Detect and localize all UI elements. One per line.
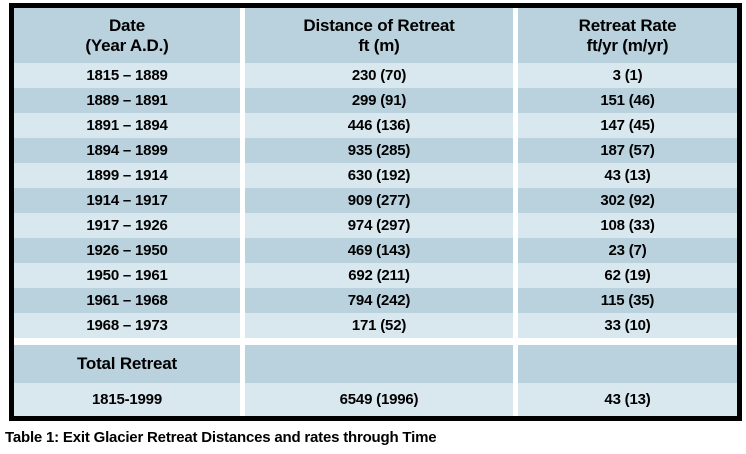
distance-cell: 469 (143) (245, 238, 513, 263)
rate-cell: 62 (19) (518, 263, 737, 288)
date-cell: 1914 – 1917 (14, 188, 240, 213)
table-row: 1894 – 1899 935 (285) 187 (57) (14, 138, 737, 163)
date-cell: 1889 – 1891 (14, 88, 240, 113)
rate-cell: 187 (57) (518, 138, 737, 163)
retreat-table: Date (Year A.D.) Distance of Retreat ft … (9, 3, 742, 421)
distance-cell: 935 (285) (245, 138, 513, 163)
distance-cell: 446 (136) (245, 113, 513, 138)
header-rate: Retreat Rate ft/yr (m/yr) (518, 8, 737, 63)
table-row: 1968 – 1973 171 (52) 33 (10) (14, 313, 737, 338)
date-cell: 1961 – 1968 (14, 288, 240, 313)
table-row: 1815 – 1889 230 (70) 3 (1) (14, 63, 737, 88)
table-row: 1926 – 1950 469 (143) 23 (7) (14, 238, 737, 263)
table-row: 1899 – 1914 630 (192) 43 (13) (14, 163, 737, 188)
date-cell: 1815 – 1889 (14, 63, 240, 88)
table-row: 1961 – 1968 794 (242) 115 (35) (14, 288, 737, 313)
rate-cell: 43 (13) (518, 163, 737, 188)
date-cell: 1917 – 1926 (14, 213, 240, 238)
table-header-row: Date (Year A.D.) Distance of Retreat ft … (14, 8, 737, 63)
header-date-label: Date (108, 15, 146, 35)
total-label-spacer (245, 345, 513, 383)
table-row: 1917 – 1926 974 (297) 108 (33) (14, 213, 737, 238)
header-date: Date (Year A.D.) (14, 8, 240, 63)
table-row: 1891 – 1894 446 (136) 147 (45) (14, 113, 737, 138)
header-rate-label: Retreat Rate (578, 15, 677, 35)
rate-cell: 302 (92) (518, 188, 737, 213)
header-distance-sublabel: ft (m) (358, 35, 400, 55)
rate-cell: 33 (10) (518, 313, 737, 338)
date-cell: 1926 – 1950 (14, 238, 240, 263)
total-label-cell: Total Retreat (14, 345, 240, 383)
header-distance-label: Distance of Retreat (303, 15, 455, 35)
header-rate-sublabel: ft/yr (m/yr) (586, 35, 669, 55)
distance-cell: 974 (297) (245, 213, 513, 238)
header-distance: Distance of Retreat ft (m) (245, 8, 513, 63)
rate-cell: 115 (35) (518, 288, 737, 313)
distance-cell: 794 (242) (245, 288, 513, 313)
distance-cell: 630 (192) (245, 163, 513, 188)
section-divider (14, 338, 737, 345)
date-cell: 1894 – 1899 (14, 138, 240, 163)
header-date-sublabel: (Year A.D.) (85, 35, 169, 55)
distance-cell: 692 (211) (245, 263, 513, 288)
total-label-spacer (518, 345, 737, 383)
table-row: 1950 – 1961 692 (211) 62 (19) (14, 263, 737, 288)
distance-cell: 230 (70) (245, 63, 513, 88)
rate-cell: 147 (45) (518, 113, 737, 138)
total-rate-cell: 43 (13) (518, 383, 737, 416)
table-caption: Table 1: Exit Glacier Retreat Distances … (5, 429, 437, 446)
total-distance-cell: 6549 (1996) (245, 383, 513, 416)
rate-cell: 108 (33) (518, 213, 737, 238)
total-label-row: Total Retreat (14, 345, 737, 383)
date-cell: 1950 – 1961 (14, 263, 240, 288)
total-date-cell: 1815-1999 (14, 383, 240, 416)
rate-cell: 151 (46) (518, 88, 737, 113)
rate-cell: 23 (7) (518, 238, 737, 263)
distance-cell: 171 (52) (245, 313, 513, 338)
date-cell: 1899 – 1914 (14, 163, 240, 188)
date-cell: 1968 – 1973 (14, 313, 240, 338)
total-value-row: 1815-1999 6549 (1996) 43 (13) (14, 383, 737, 416)
distance-cell: 909 (277) (245, 188, 513, 213)
rate-cell: 3 (1) (518, 63, 737, 88)
date-cell: 1891 – 1894 (14, 113, 240, 138)
table-row: 1889 – 1891 299 (91) 151 (46) (14, 88, 737, 113)
table-row: 1914 – 1917 909 (277) 302 (92) (14, 188, 737, 213)
distance-cell: 299 (91) (245, 88, 513, 113)
